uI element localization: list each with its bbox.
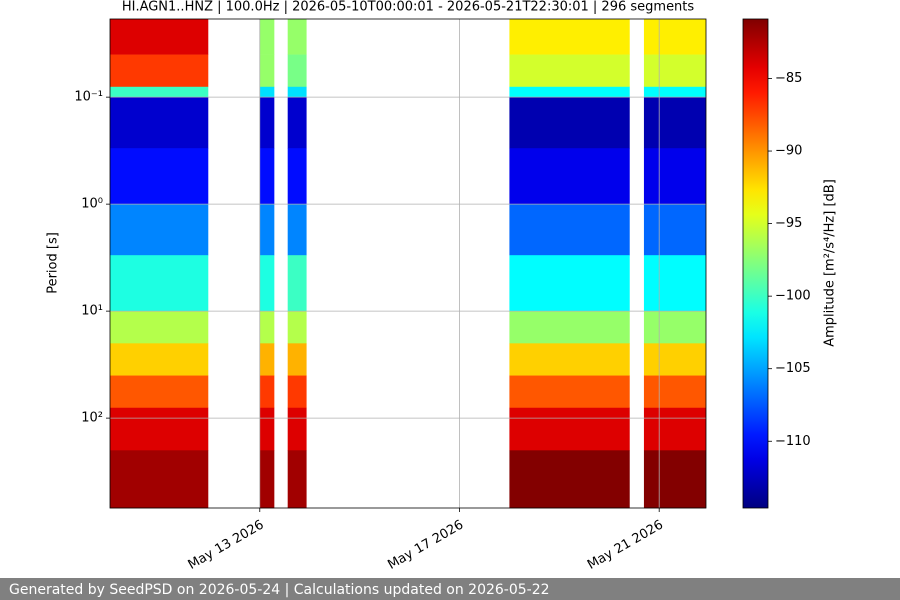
spectrogram-cell [643,407,706,451]
spectrogram-cell [643,255,706,312]
colorbar-tick-label: −105 [775,361,811,376]
spectrogram-cell [287,343,307,376]
spectrogram-cell [643,97,706,149]
spectrogram-cell [259,255,275,312]
spectrogram-cell [259,311,275,344]
x-tick-label: May 17 2026 [385,518,466,573]
spectrogram-cell [287,19,307,55]
spectrogram-cell [643,343,706,376]
spectrogram-cell [643,86,706,98]
spectrogram-cell [287,450,307,509]
spectrogram-cell [110,97,209,149]
spectrogram-cell [287,311,307,344]
colorbar-tick-label: −90 [775,144,802,159]
spectrogram-cell [287,97,307,149]
spectrogram-cell [110,204,209,256]
spectrogram-cell [259,407,275,451]
colorbar-tick-label: −100 [775,289,811,304]
spectrogram-cell [259,148,275,205]
spectrogram-cell [509,19,630,55]
spectrogram-cell [110,148,209,205]
spectrogram-cell [110,407,209,451]
spectrogram-cell [287,255,307,312]
spectrogram-cell [509,311,630,344]
spectrogram-cell [287,86,307,98]
spectrogram-cell [110,343,209,376]
spectrogram-cell [509,86,630,98]
spectrogram-cell [259,450,275,509]
plot-frame [109,18,707,509]
colorbar-label: Amplitude [m²/s⁴/Hz] [dB] [823,179,838,347]
spectrogram-cell [110,255,209,312]
footer-text: Generated by SeedPSD on 2026-05-24 | Cal… [9,582,550,598]
colorbar-tick-label: −110 [775,434,811,449]
y-axis-label: Period [s] [46,232,61,294]
spectrogram-cell [509,375,630,409]
spectrogram-cell [259,97,275,149]
chart-title: HI.AGN1..HNZ | 100.0Hz | 2026-05-10T00:0… [122,0,695,15]
y-tick-label: 10⁰ [81,197,103,212]
spectrogram-cell [287,54,307,88]
spectrogram-cell [110,311,209,344]
footer-bar [0,578,900,600]
spectrogram-cell [509,54,630,88]
spectrogram-cell [110,54,209,88]
spectrogram-cell [287,407,307,451]
spectrogram-cell [259,86,275,98]
spectrogram-cell [509,204,630,256]
spectrogram-cell [643,19,706,55]
spectrogram-cell [509,343,630,376]
spectrogram-cell [509,148,630,205]
spectrogram-cell [509,255,630,312]
spectrogram-cell [643,54,706,88]
spectrogram-cell [643,375,706,409]
spectrogram-cell [110,86,209,98]
spectrogram-cell [509,97,630,149]
colorbar-tick-label: −85 [775,71,802,86]
spectrogram-cell [643,204,706,256]
spectrogram-cell [643,148,706,205]
colorbar [742,18,769,509]
spectrogram-cell [110,450,209,509]
y-tick-label: 10² [81,411,103,426]
spectrogram-cell [509,450,630,509]
spectrogram-cell [643,450,706,509]
spectrogram-cell [259,204,275,256]
spectrogram-cell [259,343,275,376]
y-tick-label: 10¹ [81,304,103,319]
x-tick-label: May 21 2026 [585,518,666,573]
spectrogram-cell [509,407,630,451]
spectrogram-cell [287,375,307,409]
x-tick-label: May 13 2026 [186,518,267,573]
spectrogram-cell [287,148,307,205]
spectrogram-cell [259,54,275,88]
spectrogram-cell [287,204,307,256]
spectrogram-cell [110,375,209,409]
y-tick-label: 10⁻¹ [74,90,103,105]
colorbar-tick-label: −95 [775,216,802,231]
spectrogram-cell [259,375,275,409]
spectrogram-cell [643,311,706,344]
spectrogram-cell [259,19,275,55]
spectrogram-cell [110,19,209,55]
